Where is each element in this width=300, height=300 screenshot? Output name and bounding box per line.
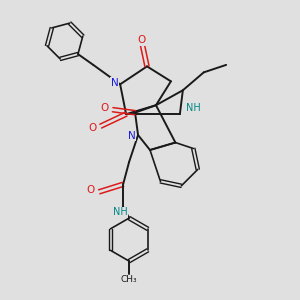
Text: O: O <box>100 103 108 113</box>
Text: NH: NH <box>113 207 128 217</box>
Text: N: N <box>128 131 135 141</box>
Text: NH: NH <box>186 103 201 113</box>
Text: N: N <box>111 78 118 88</box>
Text: O: O <box>88 123 97 133</box>
Text: CH₃: CH₃ <box>121 275 137 284</box>
Text: O: O <box>137 35 145 45</box>
Text: O: O <box>87 185 95 195</box>
